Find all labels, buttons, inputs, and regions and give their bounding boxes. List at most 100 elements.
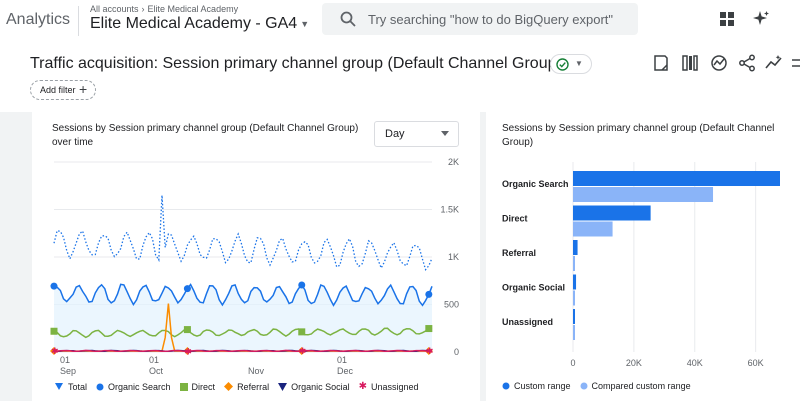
bar-compared-custom-range <box>573 325 575 340</box>
brand-name[interactable]: Analytics <box>6 11 71 28</box>
category-label: Unassigned <box>502 317 553 327</box>
granularity-value: Day <box>385 128 405 140</box>
y-tick-label: 2K <box>448 157 459 167</box>
circle-legend-icon <box>96 383 104 390</box>
bar-chart-card: Sessions by Session primary channel grou… <box>486 112 800 401</box>
chevron-down-icon: ▼ <box>300 18 310 29</box>
bar-compared-custom-range <box>573 221 613 237</box>
legend-item[interactable]: Total <box>54 382 87 392</box>
x-tick-label: 60K <box>748 358 764 368</box>
series-organic-search <box>53 283 433 307</box>
bar-custom-range <box>573 205 651 221</box>
legend-label: Direct <box>191 381 216 392</box>
marker-direct <box>298 328 306 336</box>
legend-label: Total <box>68 381 88 392</box>
add-filter-button[interactable]: Add filter + <box>30 80 96 100</box>
check-circle-icon <box>556 58 569 71</box>
breadcrumb-item-account[interactable]: Elite Medical Academy <box>147 4 239 14</box>
category-label: Direct <box>502 214 528 224</box>
marker-organic-search <box>50 282 58 290</box>
trend-icon[interactable] <box>765 54 783 72</box>
chevron-down-icon: ▼ <box>575 59 583 68</box>
property-name: Elite Medical Academy - GA4 <box>90 15 298 32</box>
chevron-down-icon <box>441 131 449 136</box>
legend-item[interactable]: ✱ Unassigned <box>359 381 419 392</box>
square-legend-icon <box>179 382 188 391</box>
sparkle-icon[interactable] <box>752 10 770 28</box>
series-unassigned <box>53 349 432 353</box>
legend-item[interactable]: Referral <box>224 382 269 392</box>
legend-item[interactable]: Organic Social <box>278 382 350 392</box>
breadcrumb: All accounts › Elite Medical Academy <box>90 4 238 14</box>
report-content: Sessions by Session primary channel grou… <box>0 112 800 401</box>
legend-label: Unassigned <box>371 381 419 392</box>
search-input[interactable]: Try searching "how to do BigQuery export… <box>368 12 614 27</box>
legend-item[interactable]: Compared custom range <box>580 381 691 391</box>
marker-unassigned: ✱ <box>426 346 434 356</box>
share-icon[interactable] <box>738 54 756 72</box>
line-chart-card: Sessions by Session primary channel grou… <box>32 112 480 401</box>
diamond-legend-icon <box>224 382 234 391</box>
total-legend-icon <box>55 383 63 390</box>
x-tick-day: 01 <box>337 355 347 365</box>
legend-item[interactable]: Organic Search <box>96 382 171 392</box>
series-total <box>53 195 433 271</box>
insights-icon[interactable] <box>710 54 728 72</box>
x-tick-label: 40K <box>687 358 703 368</box>
legend-item[interactable]: Custom range <box>502 381 571 391</box>
bar-compared-custom-range <box>573 187 714 202</box>
bar-chart[interactable]: 0 20K 40K 60K Organic Search Direct Referral Or… <box>486 112 800 377</box>
marker-direct <box>425 325 433 333</box>
x-tick-day: 01 <box>60 355 70 365</box>
marker-unassigned: ✱ <box>51 346 59 356</box>
top-bar: Analytics All accounts › Elite Medical Aca… <box>0 0 800 42</box>
bar-custom-range <box>573 240 578 255</box>
circle-legend-icon <box>502 382 510 390</box>
x-tick-day: 01 <box>149 355 159 365</box>
page-title: Traffic acquisition: Session primary cha… <box>30 55 562 72</box>
add-filter-label: Add filter <box>40 85 76 95</box>
breadcrumb-item-accounts[interactable]: All accounts <box>90 4 139 14</box>
y-tick-label: 500 <box>444 300 459 310</box>
x-tick-label: 20K <box>626 358 642 368</box>
apps-icon[interactable] <box>720 12 734 26</box>
marker-unassigned: ✱ <box>299 346 307 356</box>
x-tick-month: Nov <box>248 366 265 376</box>
divider <box>78 6 79 36</box>
bar-chart-legend: Custom range Compared custom range <box>502 381 700 391</box>
bar-custom-range <box>573 171 780 186</box>
marker-organic-search <box>425 290 433 298</box>
legend-label: Referral <box>237 381 270 392</box>
series-direct <box>53 327 433 339</box>
search-icon <box>340 11 356 27</box>
x-tick-label: 0 <box>570 358 575 368</box>
x-tick-month: Dec <box>337 366 354 376</box>
star-legend-icon: ✱ <box>358 381 367 392</box>
triangle-legend-icon <box>278 382 288 391</box>
circle-legend-icon <box>580 382 588 390</box>
legend-label: Compared custom range <box>591 381 691 391</box>
category-label: Organic Social <box>502 283 565 293</box>
legend-label: Organic Search <box>108 381 171 392</box>
property-selector[interactable]: Elite Medical Academy - GA4 ▼ <box>90 15 309 33</box>
bar-chart-title: Sessions by Session primary channel grou… <box>502 123 775 148</box>
x-tick-month: Oct <box>149 366 164 376</box>
report-header: Traffic acquisition: Session primary cha… <box>0 42 800 112</box>
search-bar[interactable]: Try searching "how to do BigQuery export… <box>322 3 638 35</box>
line-chart-legend: Total Organic Search Direct Referral Organic… <box>54 381 428 392</box>
bar-compared-custom-range <box>573 290 575 306</box>
compare-icon[interactable] <box>681 54 699 72</box>
plus-icon: + <box>79 81 88 97</box>
report-status-button[interactable]: ▼ <box>550 54 592 74</box>
marker-direct <box>50 327 58 335</box>
line-chart-title: Sessions by Session primary channel grou… <box>52 123 359 148</box>
edit-report-icon[interactable] <box>652 54 670 72</box>
chevron-right-icon: › <box>141 4 145 14</box>
marker-organic-search <box>298 281 306 289</box>
granularity-select[interactable]: Day <box>374 121 459 147</box>
y-tick-label: 1K <box>448 252 459 262</box>
category-label: Referral <box>502 248 536 258</box>
legend-item[interactable]: Direct <box>179 381 216 392</box>
expand-icon[interactable] <box>790 54 800 72</box>
